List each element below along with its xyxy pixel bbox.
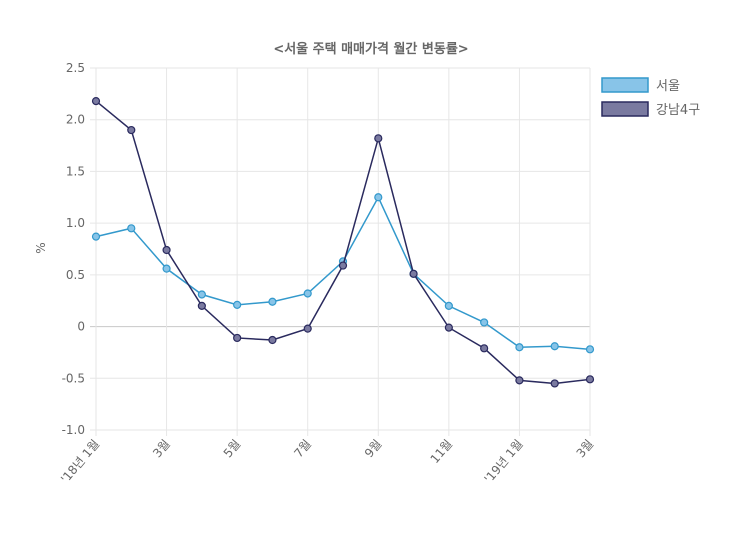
series-1 <box>91 193 595 354</box>
data-point[interactable] <box>197 290 206 299</box>
data-point[interactable] <box>162 245 171 255</box>
y-tick-label: 0.5 <box>66 268 85 282</box>
legend-label: 강남4구 <box>656 103 700 118</box>
x-tick-label: 9월 <box>362 437 385 460</box>
legend-item[interactable]: 강남4구 <box>601 101 700 118</box>
legend-swatch <box>601 77 649 93</box>
y-axis: 2.5 2.0 1.5 1.0 0.5 0 -0.5 -1.0 <box>62 61 85 437</box>
data-point[interactable] <box>515 343 524 352</box>
data-point[interactable] <box>303 324 312 333</box>
data-point[interactable] <box>162 264 171 273</box>
y-tick-label: 1.0 <box>66 216 85 230</box>
grid <box>90 67 591 436</box>
y-axis-label: % <box>34 242 48 253</box>
data-point[interactable] <box>550 342 559 351</box>
x-tick-label: 5월 <box>221 437 244 460</box>
series <box>91 96 595 388</box>
data-point[interactable] <box>444 323 453 332</box>
data-point[interactable] <box>374 134 383 143</box>
x-tick-label: 7월 <box>291 437 314 460</box>
data-point[interactable] <box>338 261 348 270</box>
y-tick-label: -0.5 <box>62 371 85 385</box>
y-tick-label: 2.5 <box>66 61 85 75</box>
y-tick-label: 0 <box>77 320 85 334</box>
legend-label: 서울 <box>656 79 680 94</box>
data-point[interactable] <box>197 301 206 310</box>
x-tick-label: 11월 <box>428 437 456 466</box>
y-tick-label: -1.0 <box>62 423 85 437</box>
data-point[interactable] <box>91 232 101 241</box>
legend-item[interactable]: 서울 <box>601 77 680 94</box>
chart-title: <서울 주택 매매가격 월간 변동률> <box>273 41 468 57</box>
x-tick-label: 3월 <box>574 437 597 460</box>
legend-swatch <box>601 101 649 117</box>
data-point[interactable] <box>127 125 136 135</box>
data-point[interactable] <box>233 333 242 343</box>
x-tick-label: '18년 1월 <box>58 437 102 486</box>
series-line <box>95 100 591 385</box>
data-point[interactable] <box>268 335 277 345</box>
y-tick-label: 2.0 <box>66 113 85 127</box>
x-tick-label: 3월 <box>150 437 173 460</box>
data-point[interactable] <box>515 376 524 385</box>
data-point[interactable] <box>268 297 277 306</box>
data-point[interactable] <box>480 344 489 353</box>
data-point[interactable] <box>233 300 242 309</box>
x-tick-label: '19년 1월 <box>482 437 526 486</box>
data-point[interactable] <box>303 289 312 298</box>
data-point[interactable] <box>91 96 101 106</box>
data-point[interactable] <box>585 375 595 384</box>
x-axis: '18년 1월 3월 5월 7월 9월 11월 '19년 1월 3월 <box>58 437 596 486</box>
series-2 <box>91 96 595 388</box>
y-tick-label: 1.5 <box>66 164 85 178</box>
data-point[interactable] <box>585 345 595 354</box>
data-point[interactable] <box>374 193 383 202</box>
data-point[interactable] <box>550 379 559 388</box>
data-point[interactable] <box>444 301 453 310</box>
data-point[interactable] <box>127 224 136 233</box>
data-point[interactable] <box>480 318 489 327</box>
data-point[interactable] <box>409 269 418 278</box>
